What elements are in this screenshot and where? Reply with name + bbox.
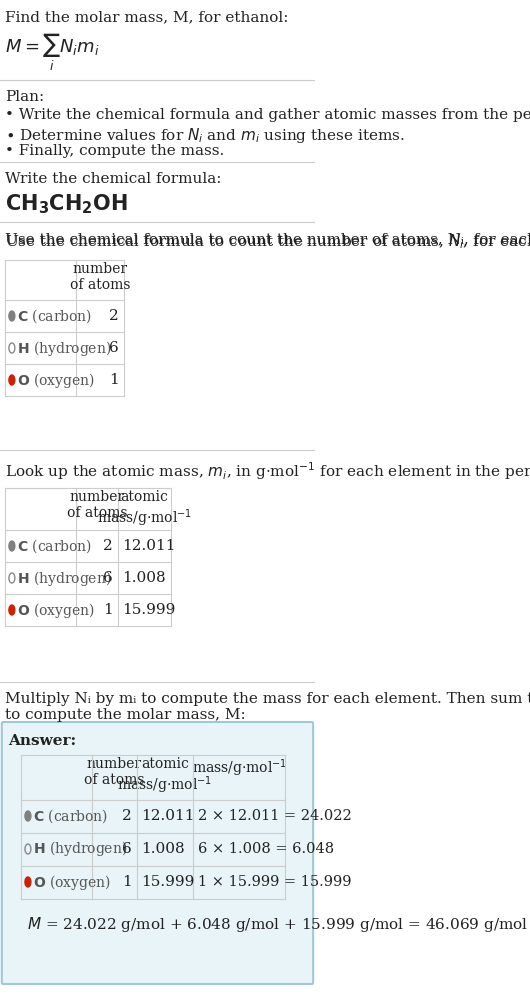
Text: $\mathbf{C}$ (carbon): $\mathbf{C}$ (carbon) [17, 308, 92, 325]
Text: Plan:: Plan: [5, 90, 44, 104]
Circle shape [9, 311, 15, 321]
Text: $M = \sum_i N_i m_i$: $M = \sum_i N_i m_i$ [5, 32, 99, 73]
Text: • Finally, compute the mass.: • Finally, compute the mass. [5, 144, 224, 158]
Text: to compute the molar mass, M:: to compute the molar mass, M: [5, 708, 245, 722]
Circle shape [25, 877, 31, 887]
Text: 2: 2 [103, 539, 113, 553]
Text: $\mathbf{H}$ (hydrogen): $\mathbf{H}$ (hydrogen) [17, 568, 112, 587]
Text: mass/g$\cdot$mol$^{-1}$: mass/g$\cdot$mol$^{-1}$ [192, 757, 287, 779]
Circle shape [9, 541, 15, 551]
Text: $\mathbf{H}$ (hydrogen): $\mathbf{H}$ (hydrogen) [33, 840, 128, 859]
Text: Answer:: Answer: [8, 734, 76, 748]
Text: 12.011: 12.011 [142, 809, 195, 823]
Text: 2 × 12.011 = 24.022: 2 × 12.011 = 24.022 [198, 809, 351, 823]
Text: • Write the chemical formula and gather atomic masses from the periodic table.: • Write the chemical formula and gather … [5, 108, 530, 122]
Text: 6 × 1.008 = 6.048: 6 × 1.008 = 6.048 [198, 842, 334, 856]
Text: 2: 2 [122, 809, 132, 823]
FancyBboxPatch shape [2, 722, 313, 984]
Text: Use the chemical formula to count the number of atoms, Nᵢ, for each element:: Use the chemical formula to count the nu… [5, 232, 530, 246]
Text: 15.999: 15.999 [142, 875, 195, 889]
Text: $\mathbf{O}$ (oxygen): $\mathbf{O}$ (oxygen) [17, 371, 95, 390]
Text: atomic
mass/g$\cdot$mol$^{-1}$: atomic mass/g$\cdot$mol$^{-1}$ [117, 757, 213, 796]
Text: 1 × 15.999 = 15.999: 1 × 15.999 = 15.999 [198, 875, 351, 889]
Text: number
of atoms: number of atoms [67, 490, 127, 520]
Text: $\mathbf{O}$ (oxygen): $\mathbf{O}$ (oxygen) [33, 873, 111, 892]
Text: 15.999: 15.999 [122, 603, 176, 617]
Text: number
of atoms: number of atoms [69, 262, 130, 293]
Text: 1.008: 1.008 [142, 842, 185, 856]
Text: 12.011: 12.011 [122, 539, 176, 553]
Text: $\mathregular{CH_3CH_2OH}$: $\mathregular{CH_3CH_2OH}$ [5, 192, 128, 215]
Text: 2: 2 [109, 309, 119, 323]
Text: Multiply Nᵢ by mᵢ to compute the mass for each element. Then sum those values: Multiply Nᵢ by mᵢ to compute the mass fo… [5, 692, 530, 706]
Circle shape [9, 375, 15, 385]
Text: number
of atoms: number of atoms [84, 757, 145, 788]
Circle shape [9, 605, 15, 615]
Circle shape [25, 811, 31, 821]
Text: 1.008: 1.008 [122, 571, 166, 585]
Text: $\bullet$ Determine values for $N_i$ and $m_i$ using these items.: $\bullet$ Determine values for $N_i$ and… [5, 126, 404, 145]
Text: Use the chemical formula to count the number of atoms, $N_i$, for each element:: Use the chemical formula to count the nu… [5, 232, 530, 250]
Text: $\mathbf{O}$ (oxygen): $\mathbf{O}$ (oxygen) [17, 600, 95, 619]
Text: $M$ = 24.022 g/mol + 6.048 g/mol + 15.999 g/mol = 46.069 g/mol: $M$ = 24.022 g/mol + 6.048 g/mol + 15.99… [26, 915, 528, 934]
Text: $\mathbf{C}$ (carbon): $\mathbf{C}$ (carbon) [33, 808, 108, 825]
Text: 6: 6 [109, 341, 119, 355]
Text: 6: 6 [122, 842, 132, 856]
Text: 1: 1 [109, 373, 119, 387]
Text: 1: 1 [103, 603, 113, 617]
Text: 1: 1 [122, 875, 132, 889]
Text: Find the molar mass, M, for ethanol:: Find the molar mass, M, for ethanol: [5, 10, 288, 24]
Text: Write the chemical formula:: Write the chemical formula: [5, 172, 221, 186]
Text: Look up the atomic mass, $m_i$, in g$\cdot$mol$^{-1}$ for each element in the pe: Look up the atomic mass, $m_i$, in g$\cd… [5, 460, 530, 482]
Text: atomic
mass/g$\cdot$mol$^{-1}$: atomic mass/g$\cdot$mol$^{-1}$ [97, 490, 192, 529]
Text: 6: 6 [103, 571, 113, 585]
Text: $\mathbf{H}$ (hydrogen): $\mathbf{H}$ (hydrogen) [17, 339, 112, 358]
Text: $\mathbf{C}$ (carbon): $\mathbf{C}$ (carbon) [17, 537, 92, 555]
